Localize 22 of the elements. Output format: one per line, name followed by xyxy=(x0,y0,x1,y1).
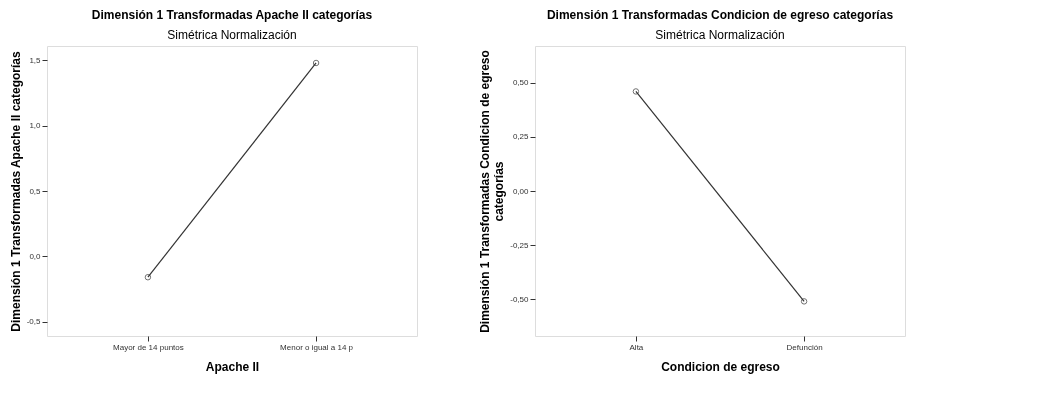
chart-subtitle: Simétrica Normalización xyxy=(167,28,297,42)
y-tick-label: -0,25 xyxy=(510,240,530,250)
x-tick-label: Menor o igual a 14 p xyxy=(280,342,354,352)
y-tick-label: 0,50 xyxy=(512,78,530,88)
x-tick-label: Defunción xyxy=(786,342,823,352)
y-tick-label: 0,00 xyxy=(512,186,530,196)
y-tick-label: -0,5 xyxy=(26,317,42,327)
y-axis-title: Dimensión 1 Transformadas Apache II categorías xyxy=(8,51,23,332)
y-axis-title: Dimensión 1 Transformadas Condicion de egreso categorías xyxy=(478,50,507,333)
x-tick-label: Alta xyxy=(629,342,644,352)
x-axis-title: Apache II xyxy=(205,359,260,374)
y-tick-label: 0,5 xyxy=(29,186,42,196)
chart-subtitle: Simétrica Normalización xyxy=(655,28,785,42)
x-axis-title: Condicion de egreso xyxy=(661,359,780,374)
y-tick-label: 0,25 xyxy=(512,132,530,142)
y-tick-label: 1,5 xyxy=(29,55,42,65)
y-tick-label: 0,0 xyxy=(29,251,42,261)
y-tick-label: 1,0 xyxy=(29,121,42,131)
chart-title: Dimensión 1 Transformadas Apache II categorías xyxy=(91,8,373,22)
y-tick-label: -0,50 xyxy=(510,294,530,304)
x-tick-label: Mayor de 14 puntos xyxy=(113,342,184,352)
chart-title: Dimensión 1 Transformadas Condicion de egreso categorías xyxy=(546,8,894,22)
